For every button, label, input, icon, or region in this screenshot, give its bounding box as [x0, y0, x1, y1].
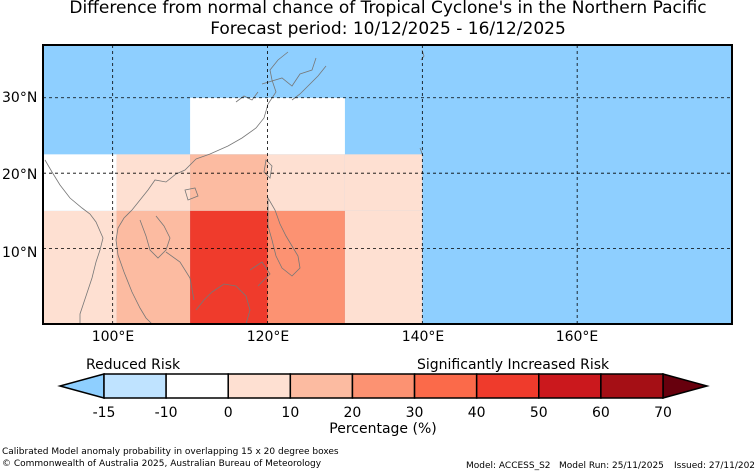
colorbar-bin	[538, 373, 602, 399]
legend-colorbar	[57, 373, 710, 399]
anomaly-cell	[43, 154, 117, 211]
anomaly-cell	[344, 210, 423, 324]
anomaly-cell	[190, 154, 268, 211]
map-frame	[42, 44, 733, 325]
colorbar-bin	[103, 373, 167, 399]
anomaly-cell	[344, 154, 423, 211]
anomaly-cell	[190, 210, 268, 324]
legend-right-label: Significantly Increased Risk	[417, 357, 610, 373]
lat-label: 10°N	[2, 245, 38, 261]
anomaly-cells	[43, 45, 732, 324]
colorbar-tick-label: 20	[343, 405, 362, 421]
colorbar-tick-label: 50	[529, 405, 548, 421]
anomaly-cell	[267, 210, 345, 324]
colorbar-tick-label: 30	[405, 405, 424, 421]
lon-label: 140°E	[401, 329, 445, 345]
footer-issued: Issued: 27/11/2025	[674, 461, 755, 471]
colorbar-tick-label: -15	[92, 405, 116, 421]
coastline	[44, 49, 425, 325]
anomaly-cell	[43, 210, 117, 324]
colorbar-tick-label: -10	[154, 405, 178, 421]
lon-label: 160°E	[555, 329, 599, 345]
colorbar-over-arrow	[662, 373, 710, 399]
colorbar-tick-label: 10	[281, 405, 300, 421]
colorbar-tick-label: 40	[467, 405, 486, 421]
lat-label: 30°N	[2, 90, 38, 106]
colorbar-tick-label: 0	[223, 405, 233, 421]
lon-label: 100°E	[91, 329, 135, 345]
anomaly-cell	[267, 154, 345, 211]
colorbar-tick-label: 60	[591, 405, 610, 421]
colorbar-bin	[413, 373, 478, 399]
footer-note: Calibrated Model anomaly probability in …	[2, 447, 339, 457]
graticule	[43, 45, 732, 324]
footer-model-run: Model Run: 25/11/2025	[559, 461, 664, 471]
colorbar-tick-label: 70	[654, 405, 672, 421]
chart-title: Difference from normal chance of Tropica…	[69, 0, 707, 18]
legend-unit-label: Percentage (%)	[329, 421, 437, 437]
colorbar-under-arrow	[57, 373, 105, 399]
colorbar-bin	[165, 373, 229, 399]
footer-copyright: © Commonwealth of Australia 2025, Austra…	[2, 459, 322, 469]
lat-label: 20°N	[2, 167, 38, 183]
lon-label: 120°E	[246, 329, 290, 345]
colorbar-bin	[475, 373, 540, 399]
legend-left-label: Reduced Risk	[86, 357, 181, 373]
anomaly-cell	[116, 210, 191, 324]
colorbar-bin	[600, 373, 664, 399]
colorbar-bin	[351, 373, 416, 399]
footer-model: Model: ACCESS_S2	[466, 461, 551, 471]
colorbar-bin	[227, 373, 292, 399]
colorbar-bin	[289, 373, 354, 399]
forecast-period: Forecast period: 10/12/2025 - 16/12/2025	[210, 19, 566, 39]
